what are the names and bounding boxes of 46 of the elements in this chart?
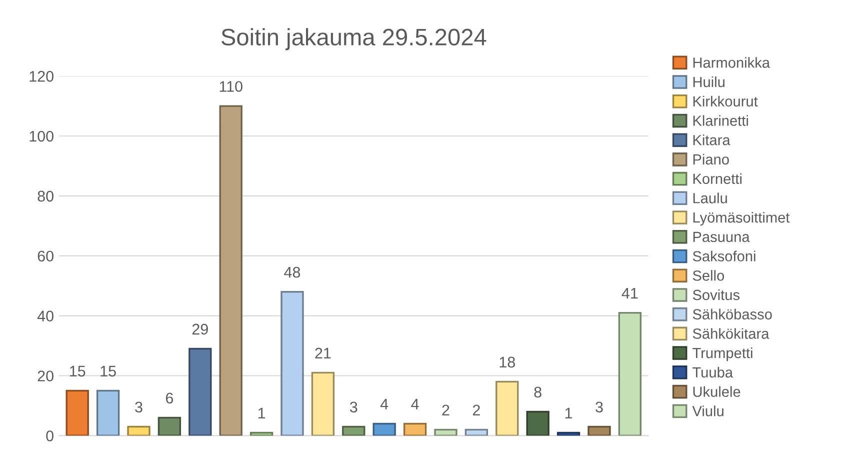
legend-label: Saksofoni <box>692 250 756 262</box>
data-label: 21 <box>315 348 331 358</box>
legend-label: Lyömäsoittimet <box>693 212 790 226</box>
y-tick-label: 60 <box>38 250 54 262</box>
legend-label: Sähkökitara <box>692 328 770 339</box>
legend-label: Klarinetti <box>693 115 748 126</box>
data-label: 8 <box>534 386 542 398</box>
data-label: 3 <box>596 402 603 413</box>
y-tick-label: 0 <box>46 430 54 442</box>
legend-label: Kirkkourut <box>693 96 758 107</box>
legend-label: Sovitus <box>692 289 740 300</box>
y-tick-label: 100 <box>30 130 54 142</box>
data-label: 41 <box>622 288 638 299</box>
data-label: 1 <box>258 408 266 418</box>
data-label: 15 <box>100 366 116 377</box>
data-label: 6 <box>166 392 174 404</box>
y-tick-label: 80 <box>38 190 54 202</box>
legend-label: Trumpetti <box>692 347 752 362</box>
data-label: 4 <box>411 398 419 410</box>
data-label: 18 <box>500 356 515 368</box>
data-label: 15 <box>70 366 86 377</box>
y-tick-label: 40 <box>37 310 54 322</box>
data-label: 29 <box>192 324 208 335</box>
data-label: 3 <box>350 402 358 413</box>
legend-label: Sello <box>692 270 724 281</box>
legend-label: Ukulele <box>693 386 740 397</box>
legend-label: Tuuba <box>692 366 734 378</box>
legend-label: Viulu <box>692 406 724 416</box>
legend-label: Piano <box>693 154 729 165</box>
y-tick-label: 120 <box>30 70 54 82</box>
legend-label: Kitara <box>693 134 730 146</box>
legend-label: Laulu <box>693 192 727 204</box>
legend-label: Pasuuna <box>693 232 750 242</box>
data-label: 1 <box>565 408 572 418</box>
legend-label: Huilu <box>693 76 724 88</box>
chart-title: Soitin jakauma 29.5.2024 <box>221 28 486 50</box>
data-label: 48 <box>284 266 300 278</box>
data-label: 2 <box>472 404 480 416</box>
data-label: 110 <box>220 81 242 92</box>
legend-label: Harmonikka <box>693 57 770 68</box>
data-label: 4 <box>380 398 388 410</box>
data-label: 2 <box>442 404 450 416</box>
y-tick-label: 20 <box>38 370 54 382</box>
legend-label: Kornetti <box>693 173 742 184</box>
data-label: 3 <box>135 402 142 413</box>
legend-label: Sähköbasso <box>692 308 772 320</box>
